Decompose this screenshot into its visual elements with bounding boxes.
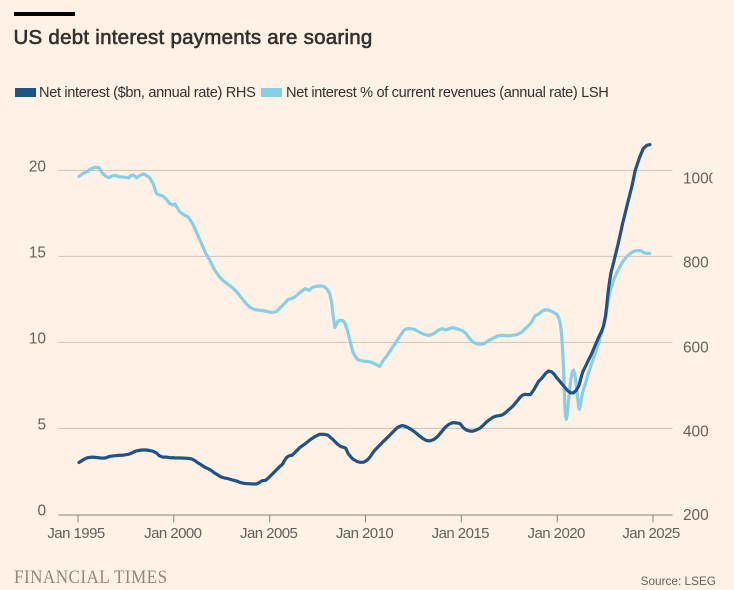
svg-text:15: 15: [29, 244, 46, 261]
svg-text:Jan 2005: Jan 2005: [240, 525, 298, 542]
svg-text:20: 20: [29, 158, 46, 175]
svg-text:5: 5: [37, 416, 46, 433]
svg-text:400: 400: [683, 424, 709, 441]
svg-text:600: 600: [683, 340, 709, 357]
svg-text:800: 800: [683, 255, 709, 272]
svg-text:10: 10: [29, 330, 46, 347]
svg-text:Jan 2020: Jan 2020: [528, 525, 586, 542]
svg-text:0: 0: [37, 502, 46, 519]
svg-text:Jan 2000: Jan 2000: [144, 525, 202, 542]
svg-text:Jan 1995: Jan 1995: [47, 525, 105, 542]
svg-text:Jan 2025: Jan 2025: [622, 525, 680, 542]
svg-text:Jan 2010: Jan 2010: [336, 525, 394, 542]
svg-text:200: 200: [683, 507, 709, 524]
svg-text:1000: 1000: [683, 170, 717, 187]
svg-text:Jan 2015: Jan 2015: [432, 525, 490, 542]
